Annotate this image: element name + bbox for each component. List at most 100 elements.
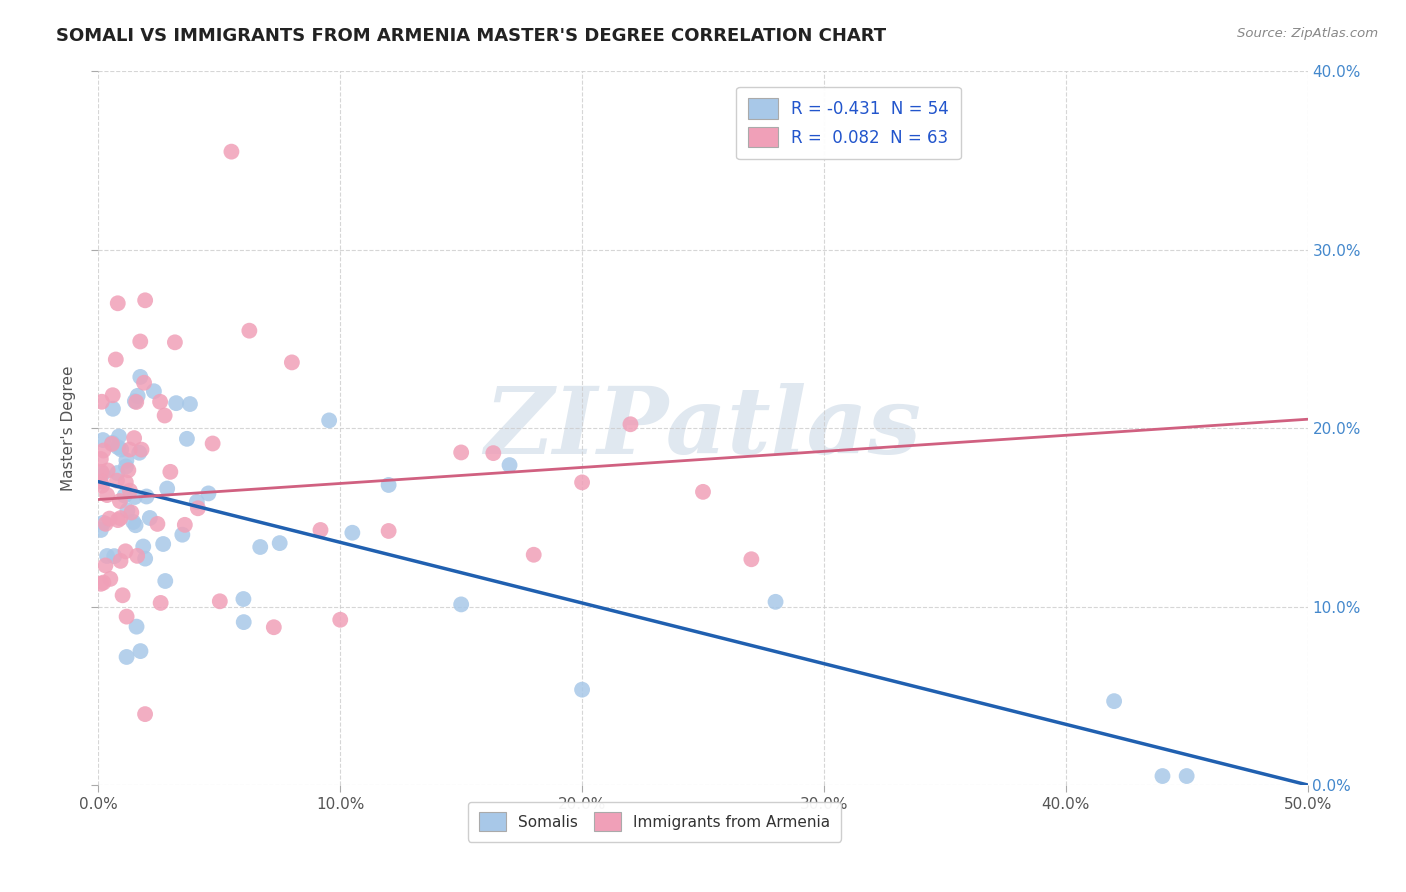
Point — [90, 523, 112, 537]
Point — [135, 490, 157, 504]
Text: Source: ZipAtlas.com: Source: ZipAtlas.com — [1237, 27, 1378, 40]
Point — [118, 442, 141, 457]
Point — [108, 429, 131, 443]
Point — [173, 517, 195, 532]
Point — [127, 389, 149, 403]
Point — [129, 370, 152, 384]
Point — [149, 394, 172, 409]
Point — [155, 574, 177, 588]
Point — [450, 445, 472, 459]
Point — [187, 501, 209, 516]
Point — [111, 588, 134, 602]
Point — [110, 511, 132, 525]
Point — [309, 523, 332, 537]
Point — [131, 442, 153, 457]
Point — [101, 401, 124, 416]
Point — [107, 440, 129, 454]
Point — [117, 503, 139, 517]
Point — [523, 548, 546, 562]
Point — [159, 465, 181, 479]
Point — [232, 615, 254, 629]
Point — [165, 396, 187, 410]
Point — [377, 524, 399, 538]
Point — [120, 506, 142, 520]
Point — [101, 436, 124, 450]
Point — [208, 594, 231, 608]
Point — [450, 598, 472, 612]
Point — [125, 395, 148, 409]
Point — [124, 394, 146, 409]
Point — [103, 549, 125, 563]
Point — [1152, 769, 1174, 783]
Point — [125, 620, 148, 634]
Point — [90, 394, 112, 409]
Point — [269, 536, 291, 550]
Point — [105, 474, 128, 488]
Point — [115, 650, 138, 665]
Point — [101, 437, 124, 451]
Point — [281, 355, 304, 369]
Point — [740, 552, 762, 566]
Point — [90, 452, 112, 467]
Point — [115, 609, 138, 624]
Point — [117, 463, 139, 477]
Point — [132, 376, 155, 390]
Point — [134, 551, 156, 566]
Point — [201, 436, 224, 450]
Point — [94, 558, 117, 573]
Point — [91, 479, 114, 493]
Point — [115, 459, 138, 474]
Point — [90, 465, 112, 479]
Text: SOMALI VS IMMIGRANTS FROM ARMENIA MASTER'S DEGREE CORRELATION CHART: SOMALI VS IMMIGRANTS FROM ARMENIA MASTER… — [56, 27, 886, 45]
Point — [90, 475, 112, 489]
Point — [93, 575, 115, 590]
Point — [91, 467, 114, 481]
Point — [498, 458, 520, 472]
Point — [128, 446, 150, 460]
Point — [132, 540, 155, 554]
Point — [249, 540, 271, 554]
Point — [122, 515, 145, 529]
Point — [571, 475, 593, 490]
Point — [105, 466, 128, 480]
Point — [91, 433, 114, 447]
Point — [110, 554, 132, 568]
Legend: Somalis, Immigrants from Armenia: Somalis, Immigrants from Armenia — [468, 802, 841, 841]
Point — [115, 453, 138, 467]
Point — [91, 516, 114, 530]
Point — [110, 442, 132, 457]
Point — [114, 544, 136, 558]
Point — [619, 417, 641, 432]
Point — [90, 576, 112, 591]
Point — [221, 145, 243, 159]
Point — [108, 494, 131, 508]
Point — [149, 596, 172, 610]
Point — [152, 537, 174, 551]
Point — [129, 644, 152, 658]
Point — [179, 397, 201, 411]
Point — [107, 513, 129, 527]
Point — [118, 483, 141, 498]
Point — [176, 432, 198, 446]
Point — [318, 413, 340, 427]
Point — [1175, 769, 1198, 783]
Point — [692, 484, 714, 499]
Point — [107, 296, 129, 310]
Point — [124, 518, 146, 533]
Point — [93, 443, 115, 458]
Point — [153, 409, 176, 423]
Point — [172, 527, 194, 541]
Point — [96, 549, 118, 563]
Point — [97, 463, 120, 477]
Point — [342, 525, 364, 540]
Point — [104, 352, 127, 367]
Point — [94, 516, 117, 531]
Point — [163, 335, 186, 350]
Point — [96, 488, 118, 502]
Point — [765, 595, 787, 609]
Point — [482, 446, 505, 460]
Point — [124, 490, 146, 504]
Point — [186, 495, 208, 509]
Point — [98, 511, 121, 525]
Point — [122, 431, 145, 445]
